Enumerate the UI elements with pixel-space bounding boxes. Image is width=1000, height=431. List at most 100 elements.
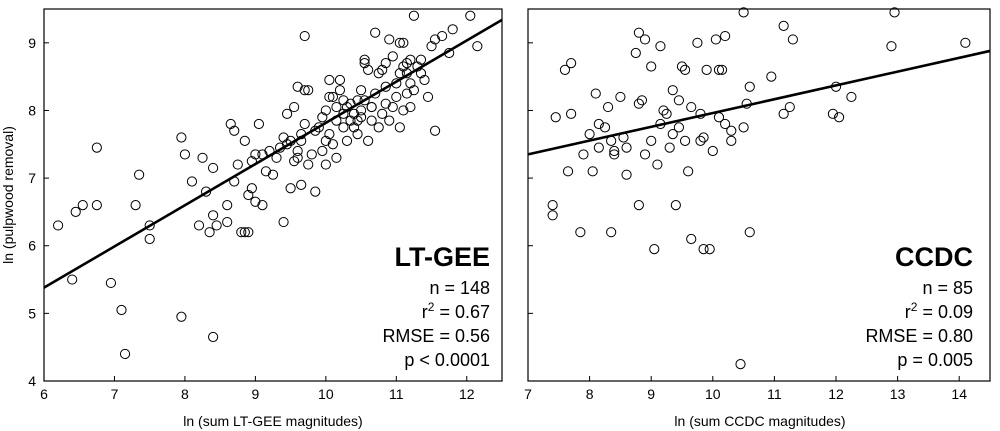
data-point — [317, 112, 328, 123]
data-point — [633, 98, 644, 109]
data-point — [370, 27, 381, 38]
x-axis-title: ln (sum CCDC magnitudes) — [674, 413, 845, 429]
data-point — [289, 156, 300, 167]
data-point — [426, 41, 437, 52]
x-axis-title: ln (sum LT-GEE magnitudes) — [183, 413, 362, 429]
y-tick-label: 5 — [28, 305, 36, 321]
data-point — [676, 61, 688, 72]
data-point — [144, 233, 155, 245]
data-point — [673, 95, 685, 106]
stat-p: p = 0.005 — [897, 350, 973, 370]
x-tick-label: 13 — [890, 386, 906, 402]
stat-n: n = 148 — [429, 278, 490, 298]
data-point — [633, 27, 644, 38]
data-point — [243, 189, 254, 201]
data-point — [547, 210, 558, 221]
data-point — [667, 85, 678, 96]
data-point — [698, 132, 709, 143]
data-point — [726, 125, 737, 136]
scatter-points — [547, 7, 971, 370]
data-point — [186, 176, 198, 187]
data-point — [408, 85, 420, 96]
data-point — [225, 118, 236, 130]
data-point — [334, 74, 346, 86]
data-point — [621, 142, 632, 153]
data-point — [394, 37, 405, 48]
data-point — [401, 88, 412, 99]
data-point — [208, 162, 219, 174]
data-point — [359, 58, 370, 69]
data-point — [355, 105, 367, 116]
r2-value: = 0.67 — [434, 302, 490, 322]
r2-prefix: r — [422, 302, 428, 322]
data-point — [317, 145, 328, 157]
r2-sup: 2 — [911, 300, 918, 314]
data-point — [615, 91, 626, 103]
data-point — [222, 200, 233, 211]
data-point — [778, 108, 789, 119]
data-point — [116, 304, 127, 316]
data-point — [334, 85, 346, 96]
data-point — [299, 85, 310, 96]
y-tick-label: 7 — [28, 170, 36, 186]
data-point — [366, 101, 377, 113]
r2-sup: 2 — [428, 300, 435, 314]
data-point — [429, 34, 441, 45]
data-point — [204, 227, 215, 238]
data-point — [744, 81, 755, 92]
data-point — [419, 74, 430, 86]
data-point — [886, 41, 897, 52]
data-point — [366, 115, 377, 126]
data-point — [338, 95, 349, 106]
data-point — [380, 58, 391, 69]
data-point — [398, 61, 409, 72]
data-point — [713, 64, 725, 75]
data-point — [299, 118, 310, 130]
y-tick-label: 9 — [28, 35, 36, 51]
data-point — [303, 159, 314, 170]
data-point — [387, 101, 398, 113]
data-point — [260, 166, 272, 177]
data-point — [639, 34, 651, 45]
data-point — [179, 149, 191, 160]
data-point — [370, 88, 381, 99]
data-point — [679, 64, 691, 75]
data-point — [348, 108, 360, 119]
data-point — [324, 74, 335, 86]
data-point — [292, 152, 303, 163]
stat-rmse: RMSE = 0.56 — [382, 326, 490, 346]
data-point — [630, 47, 641, 59]
data-point — [405, 54, 416, 65]
x-tick-label: 14 — [951, 386, 967, 402]
data-point — [327, 91, 338, 103]
data-point — [52, 220, 64, 231]
data-point — [229, 125, 240, 136]
data-point — [609, 145, 620, 157]
data-point — [599, 122, 611, 133]
data-point — [738, 7, 749, 18]
data-point — [655, 41, 666, 52]
stat-p: p < 0.0001 — [404, 350, 490, 370]
data-point — [70, 206, 81, 218]
data-point — [621, 169, 632, 180]
data-point — [398, 105, 409, 116]
data-point — [778, 20, 789, 32]
data-point — [250, 196, 261, 207]
data-point — [683, 166, 694, 177]
data-point — [193, 220, 205, 231]
data-point — [373, 122, 384, 133]
data-point — [559, 64, 571, 75]
plot-frame — [43, 8, 503, 382]
data-point — [695, 135, 706, 146]
panel-lt-gee: 6 7 8 9 10 11 12 4 5 6 7 8 9 LT-GEE n = 148 r2 = 0.6… — [0, 8, 503, 429]
data-point — [707, 145, 718, 157]
data-point — [394, 68, 405, 79]
data-point — [405, 78, 416, 89]
data-point — [566, 108, 577, 119]
data-point — [606, 227, 617, 238]
data-point — [208, 210, 219, 221]
data-point — [575, 227, 586, 238]
data-point — [324, 129, 335, 140]
data-point — [271, 152, 282, 163]
data-point — [447, 24, 458, 35]
